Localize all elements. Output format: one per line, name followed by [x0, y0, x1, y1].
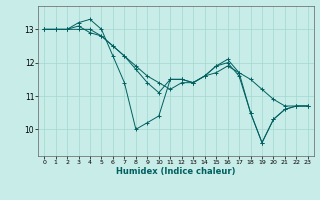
X-axis label: Humidex (Indice chaleur): Humidex (Indice chaleur): [116, 167, 236, 176]
